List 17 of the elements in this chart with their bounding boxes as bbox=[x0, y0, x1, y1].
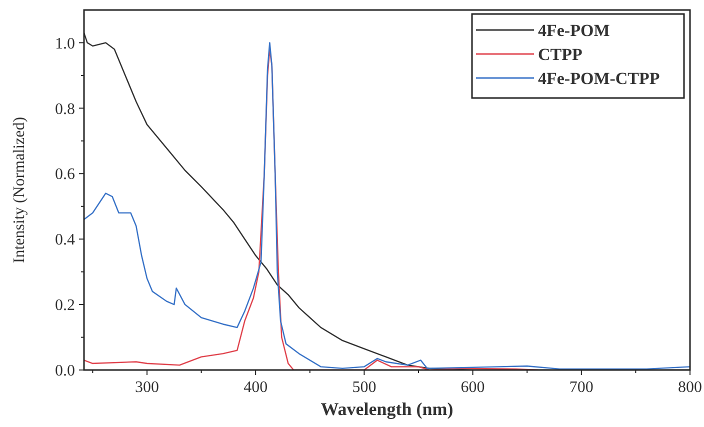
x-tick-label: 300 bbox=[134, 379, 159, 396]
x-tick-label: 600 bbox=[460, 379, 485, 396]
y-tick-label: 0.4 bbox=[55, 232, 75, 249]
x-axis-title: Wavelength (nm) bbox=[320, 399, 454, 419]
x-tick-label: 400 bbox=[244, 379, 268, 396]
x-tick-label: 700 bbox=[569, 379, 594, 396]
legend-label: 4Fe-POM bbox=[538, 20, 610, 40]
x-tick-label: 800 bbox=[678, 379, 702, 396]
legend-label: 4Fe-POM-CTPP bbox=[538, 68, 660, 88]
y-tick-label: 0.8 bbox=[55, 100, 75, 118]
x-tick-label: 500 bbox=[352, 379, 376, 396]
y-tick-label: 0.0 bbox=[55, 362, 75, 380]
legend-label: CTPP bbox=[538, 44, 582, 64]
y-tick-label: 0.6 bbox=[55, 166, 75, 184]
y-tick-label: 0.2 bbox=[55, 297, 75, 314]
y-tick-label: 1.0 bbox=[55, 35, 75, 52]
y-axis-title: Intensity (Normalized) bbox=[11, 116, 28, 264]
